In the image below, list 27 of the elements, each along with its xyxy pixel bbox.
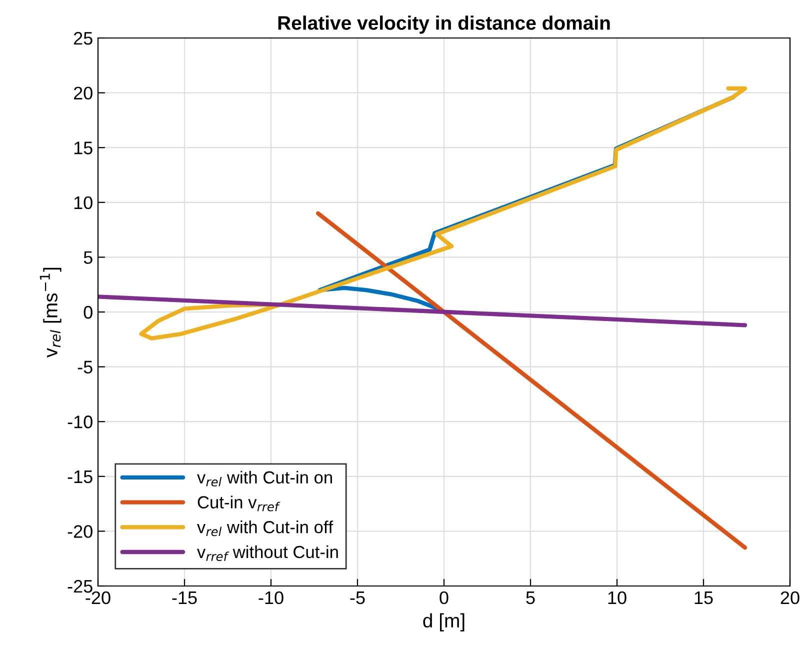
chart-title: Relative velocity in distance domain [278, 16, 610, 34]
y-tick-label: 20 [74, 86, 92, 100]
y-tick-label: 25 [74, 32, 92, 45]
legend-label: v$_{rel}$ with Cut-in off [197, 520, 334, 536]
y-tick-label: 5 [84, 251, 92, 264]
x-tick-label: -15 [172, 592, 197, 604]
x-tick-label: 20 [780, 591, 800, 604]
y-tick-label: -5 [78, 360, 92, 374]
y-tick-label: 0 [84, 306, 92, 319]
legend-label: Cut-in v$_{rref}$ [198, 496, 280, 512]
y-tick-label: -10 [68, 416, 92, 428]
y-tick-label: 10 [74, 196, 92, 210]
x-tick-label: 15 [694, 592, 713, 604]
y-tick-label: 15 [74, 142, 92, 154]
y-tick-label: -25 [68, 580, 92, 593]
x-tick-label: 5 [526, 592, 535, 604]
legend-label: v$_{rel}$ with Cut-in on [197, 470, 332, 486]
y-axis-title: v$_{rel}$ [ms$^{−1}$] [40, 268, 62, 358]
x-axis-title: d [m] [423, 613, 464, 632]
legend-label: v$_{rref}$ without Cut-in [197, 545, 338, 562]
x-tick-label: -5 [350, 592, 365, 604]
x-tick-label: 0 [440, 591, 448, 604]
x-tick-label: 10 [608, 591, 626, 604]
x-tick-label: -10 [258, 591, 284, 604]
y-tick-label: -15 [68, 470, 92, 484]
line-series [139, 86, 748, 340]
y-tick-label: -20 [68, 525, 92, 538]
